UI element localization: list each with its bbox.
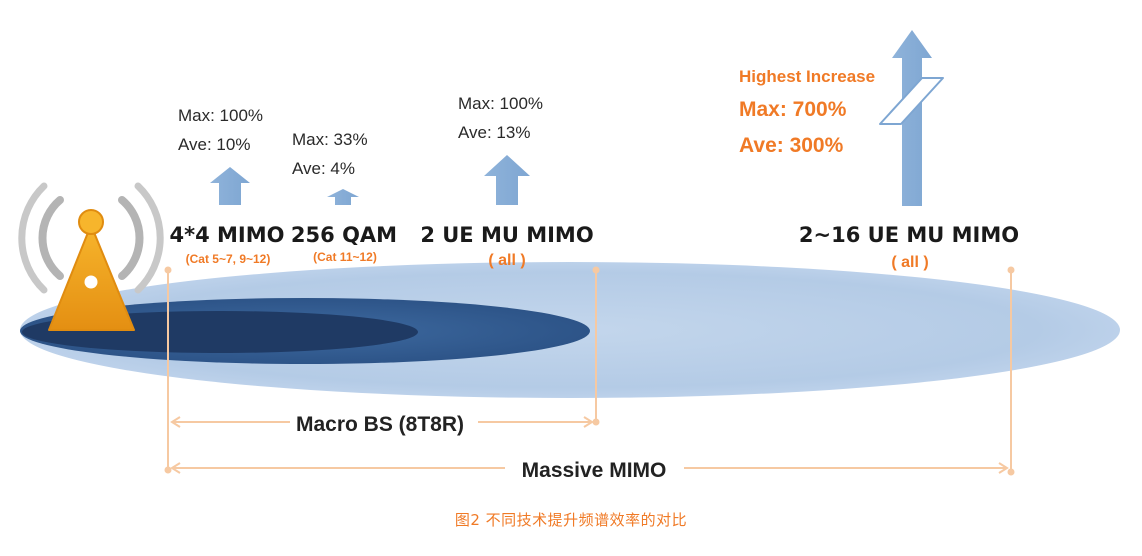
t2-ave-value: Ave: 4% [292, 159, 355, 178]
macro-bs-range-arrow [170, 416, 594, 428]
up-arrow-icon [210, 167, 250, 205]
t3-ave-value: Ave: 13% [458, 123, 530, 142]
up-arrow-icon [484, 155, 530, 205]
t4-max-value: Max: 700% [739, 98, 847, 121]
cell-tower-icon [18, 182, 164, 331]
tall-up-arrow-icon [879, 30, 944, 206]
massive-mimo-range-arrow [170, 462, 1009, 474]
t4-highest-increase: Highest Increase [739, 67, 875, 86]
macro-bs-label: Macro BS (8T8R) [296, 413, 464, 436]
t4-tech-label: 2~16 UE MU MIMO [799, 223, 1019, 247]
t1-tech-label: 4*4 MIMO [170, 223, 285, 247]
range-markers [167, 270, 1012, 472]
t2-max-value: Max: 33% [292, 130, 368, 149]
up-arrow-icon [327, 189, 359, 205]
range-marker-dots [164, 266, 1015, 476]
t1-category-note: (Cat 5~7, 9~12) [186, 252, 271, 266]
t3-tech-label: 2 UE MU MIMO [420, 223, 593, 247]
t2-tech-label: 256 QAM [291, 223, 397, 247]
t4-category-note: ( all ) [891, 254, 928, 271]
figure-caption: 图2 不同技术提升频谱效率的对比 [454, 511, 688, 529]
massive-mimo-label: Massive MIMO [522, 459, 667, 482]
t2-category-note: (Cat 11~12) [313, 250, 377, 264]
t1-max-value: Max: 100% [178, 106, 263, 125]
t4-ave-value: Ave: 300% [739, 134, 844, 157]
t3-category-note: ( all ) [488, 252, 525, 269]
t1-ave-value: Ave: 10% [178, 135, 250, 154]
t3-max-value: Max: 100% [458, 94, 543, 113]
